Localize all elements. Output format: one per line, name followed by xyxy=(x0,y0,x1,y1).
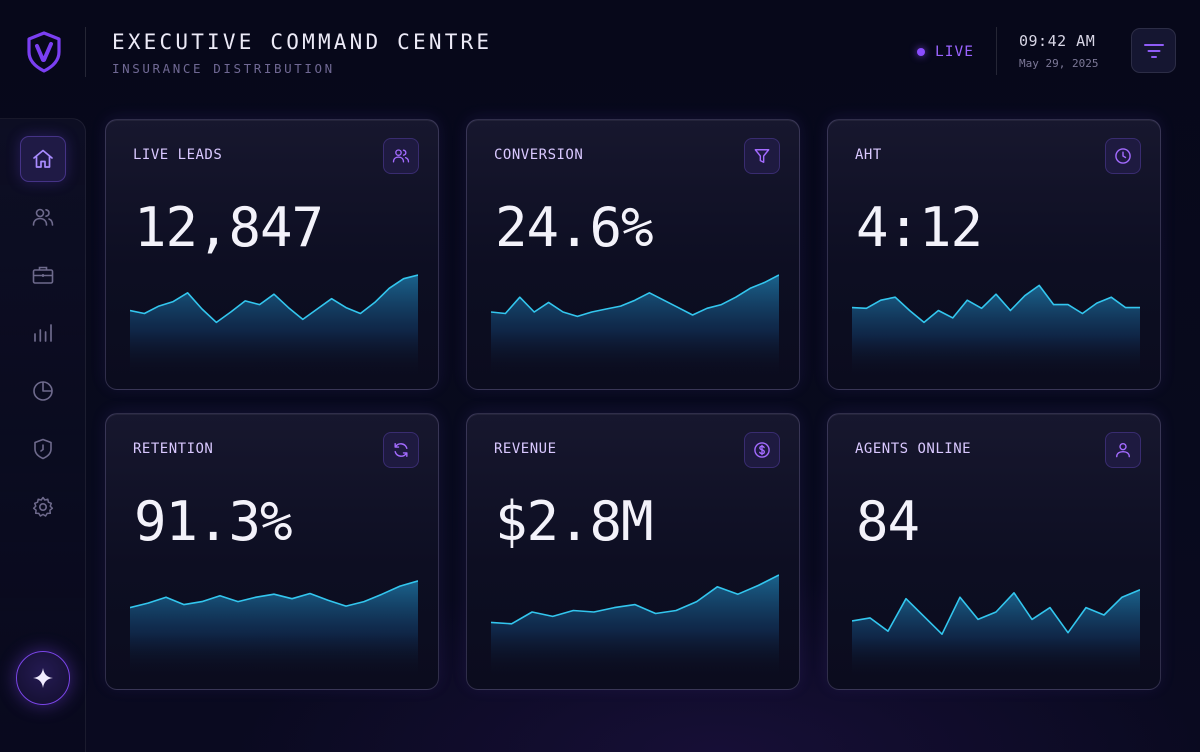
clock-time: 09:42 AM xyxy=(1019,32,1096,50)
sidebar-item-compliance[interactable] xyxy=(20,426,66,472)
sparkline-chart xyxy=(491,274,779,377)
filter-icon xyxy=(744,138,780,174)
sidebar-item-home[interactable] xyxy=(20,136,66,182)
header-divider-right xyxy=(996,27,997,75)
sparkline-line xyxy=(130,580,418,609)
kpi-card[interactable]: REVENUE $2.8M xyxy=(466,413,800,690)
clock-date: May 29, 2025 xyxy=(1019,57,1099,70)
live-label: LIVE xyxy=(935,44,974,60)
kpi-label: CONVERSION xyxy=(494,147,584,163)
sparkline-area xyxy=(130,275,418,377)
ai-assistant-button[interactable] xyxy=(16,651,70,705)
sparkline-area xyxy=(491,575,779,677)
sparkline-area xyxy=(852,285,1140,377)
sparkle-icon xyxy=(33,668,53,688)
page-subtitle: INSURANCE DISTRIBUTION xyxy=(112,61,335,76)
refresh-icon xyxy=(383,432,419,468)
pie-chart-icon xyxy=(33,381,53,401)
bar-chart-icon xyxy=(34,324,52,342)
kpi-label: AHT xyxy=(855,147,882,163)
kpi-value: 84 xyxy=(856,490,920,553)
kpi-card[interactable]: LIVE LEADS 12,847 xyxy=(105,119,439,390)
shield-logo-icon[interactable] xyxy=(24,30,64,74)
clock-icon xyxy=(1105,138,1141,174)
kpi-card[interactable]: RETENTION 91.3% xyxy=(105,413,439,690)
kpi-card[interactable]: CONVERSION 24.6% xyxy=(466,119,800,390)
kpi-card[interactable]: AGENTS ONLINE 84 xyxy=(827,413,1161,690)
sparkline-area xyxy=(130,580,418,677)
gear-icon xyxy=(32,496,54,517)
sparkline-area xyxy=(491,275,779,377)
kpi-label: AGENTS ONLINE xyxy=(855,441,972,457)
sidebar-item-reports[interactable] xyxy=(20,368,66,414)
live-indicator: LIVE xyxy=(917,43,974,61)
header-divider xyxy=(85,27,86,77)
dollar-icon xyxy=(744,432,780,468)
kpi-value: 12,847 xyxy=(134,196,324,259)
sparkline-chart xyxy=(491,574,779,677)
kpi-value: 24.6% xyxy=(495,196,654,259)
user-icon xyxy=(1105,432,1141,468)
kpi-value: $2.8M xyxy=(495,490,654,553)
users-icon xyxy=(32,208,54,226)
kpi-label: REVENUE xyxy=(494,441,557,457)
sparkline-line xyxy=(130,274,418,324)
sparkline-chart xyxy=(130,580,418,677)
sparkline-chart xyxy=(852,589,1140,677)
kpi-value: 91.3% xyxy=(134,490,293,553)
kpi-label: LIVE LEADS xyxy=(133,147,223,163)
header: EXECUTIVE COMMAND CENTRE INSURANCE DISTR… xyxy=(0,0,1200,100)
sparkline-line xyxy=(852,589,1140,635)
live-dot-icon xyxy=(917,48,925,56)
kpi-value: 4:12 xyxy=(856,196,983,259)
kpi-label: RETENTION xyxy=(133,441,214,457)
users-icon xyxy=(383,138,419,174)
kpi-card[interactable]: AHT 4:12 xyxy=(827,119,1161,390)
sparkline-chart xyxy=(852,284,1140,377)
sidebar-item-policies[interactable] xyxy=(20,252,66,298)
briefcase-icon xyxy=(32,266,54,284)
filter-icon xyxy=(1143,43,1164,58)
sparkline-area xyxy=(852,589,1140,677)
sparkline-line xyxy=(491,274,779,318)
sparkline-line xyxy=(491,574,779,625)
sidebar xyxy=(0,118,86,752)
page-title: EXECUTIVE COMMAND CENTRE xyxy=(112,30,493,54)
sidebar-item-settings[interactable] xyxy=(20,484,66,530)
sparkline-chart xyxy=(130,274,418,377)
shield-clock-icon xyxy=(34,438,52,460)
sidebar-item-analytics[interactable] xyxy=(20,310,66,356)
sidebar-item-users[interactable] xyxy=(20,194,66,240)
filter-button[interactable] xyxy=(1131,28,1176,73)
sparkline-line xyxy=(852,284,1140,324)
home-icon xyxy=(33,149,53,168)
